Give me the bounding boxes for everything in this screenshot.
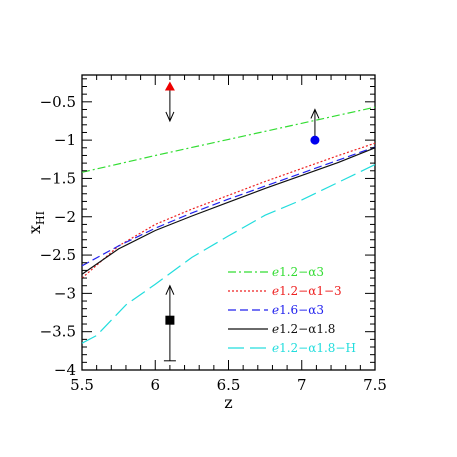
y-tick-label: −1.5 [40, 169, 76, 187]
x-axis-label: z [224, 393, 232, 412]
x-tick-label: 6.5 [217, 376, 241, 394]
x-tick-label: 6 [150, 376, 160, 394]
series-line-5 [81, 164, 376, 344]
x-tick-label: 7.5 [363, 376, 387, 394]
legend-label-4: ℯ1.2−α1.8 [272, 322, 335, 336]
y-tick-label: −2 [54, 208, 76, 226]
triangle-marker [164, 81, 175, 91]
limit-arrow-1-head [165, 111, 175, 123]
legend-label-5: ℯ1.2−α1.8−H [272, 341, 356, 355]
legend-label-1: ℯ1.2−α3 [272, 265, 324, 279]
series-line-4 [81, 147, 376, 275]
series-line-1 [81, 106, 376, 173]
series-line-2 [81, 142, 376, 279]
y-tick-label: −1 [54, 131, 76, 149]
legend-label-2: ℯ1.2−α1−3 [272, 284, 342, 298]
y-axis-label: xHI [25, 211, 47, 234]
y-tick-label: −3.5 [40, 323, 76, 341]
limit-arrow-3-head [165, 284, 175, 295]
y-tick-label: −0.5 [40, 93, 76, 111]
series-layer [81, 106, 376, 344]
circle-marker [310, 135, 320, 145]
y-axis-label-main: x [25, 225, 44, 234]
x-tick-label: 5.5 [70, 376, 94, 394]
marker-layer [163, 81, 320, 362]
square-marker [165, 315, 175, 325]
series-line-3 [81, 146, 376, 267]
axis-layer: 5.5 6 6.5 7 7.5 −4 −3.5 −3 −2.5 −2 −1.5 −1 −0.5 z xHI [25, 75, 387, 412]
y-tick-label: −2.5 [40, 246, 76, 264]
x-tick-label: 7 [297, 376, 307, 394]
y-axis-label-subscript: HI [34, 211, 47, 225]
legend-label-3: ℯ1.6−α3 [272, 303, 324, 317]
limit-arrow-2-head [310, 108, 320, 119]
y-tick-label: −4 [54, 361, 76, 379]
legend: ℯ1.2−α3 ℯ1.2−α1−3 ℯ1.6−α3 ℯ1.2−α1.8 ℯ1.2−α1.… [228, 265, 356, 355]
y-tick-label: −3 [54, 284, 76, 302]
